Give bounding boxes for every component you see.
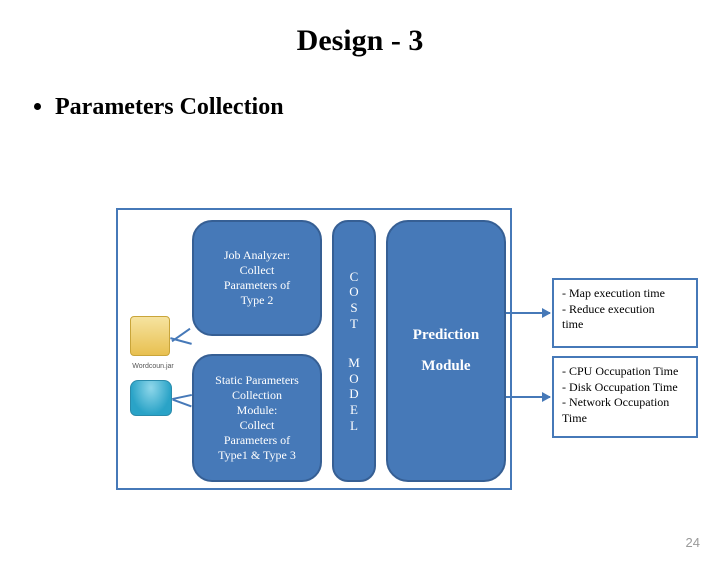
output-line: - Map execution time [562,286,688,302]
model-letters: MODEL [348,355,360,433]
output-box-occupation-time: - CPU Occupation Time- Disk Occupation T… [552,356,698,438]
output-line: time [562,317,688,333]
job-analyzer-box: Job Analyzer: Collect Parameters of Type… [192,220,322,336]
cost-letters: COST [349,269,358,331]
diagram-frame: Job Analyzer: Collect Parameters of Type… [116,208,512,490]
database-icon [130,380,172,416]
cost-model-box: COST MODEL [332,220,376,482]
static-params-label: Static Parameters Collection Module: Col… [211,373,303,463]
bullet-dot-icon [34,103,41,110]
output-box-execution-time: - Map execution time- Reduce executionti… [552,278,698,348]
connector-line [172,399,191,408]
bullet-heading: Parameters Collection [34,94,720,121]
module-label: Module [421,357,470,376]
arrow-to-output-bot [506,396,550,398]
slide-title: Design - 3 [0,24,720,58]
output-line: - Network Occupation [562,395,688,411]
output-line: Time [562,411,688,427]
output-line: - CPU Occupation Time [562,364,688,380]
output-line: - Reduce execution [562,302,688,318]
prediction-label: Prediction [413,326,479,345]
bullet-text: Parameters Collection [55,94,284,120]
jar-file-icon [130,316,170,356]
prediction-module-box: Prediction Module [386,220,506,482]
static-params-box: Static Parameters Collection Module: Col… [192,354,322,482]
slide-number: 24 [686,535,700,550]
job-analyzer-label: Job Analyzer: Collect Parameters of Type… [218,248,296,308]
output-line: - Disk Occupation Time [562,380,688,396]
arrow-to-output-top [506,312,550,314]
